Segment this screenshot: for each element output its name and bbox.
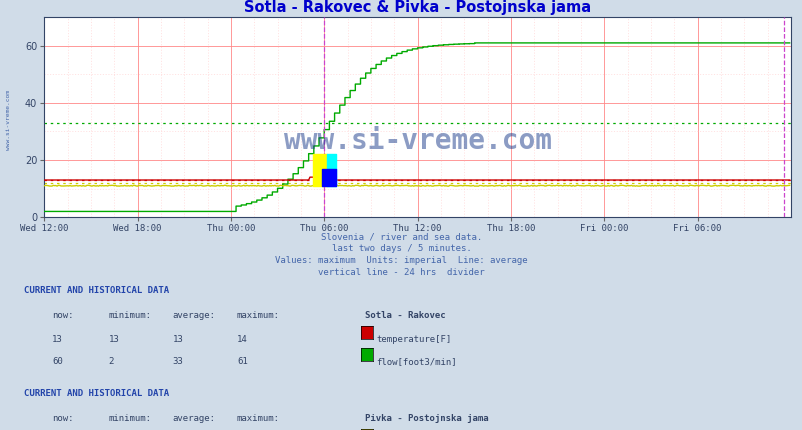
Text: Slovenia / river and sea data.: Slovenia / river and sea data. <box>321 232 481 241</box>
Text: 14: 14 <box>237 335 247 344</box>
Text: minimum:: minimum: <box>108 311 152 320</box>
Text: maximum:: maximum: <box>237 311 280 320</box>
Text: temperature[F]: temperature[F] <box>376 335 452 344</box>
Text: Pivka - Postojnska jama: Pivka - Postojnska jama <box>365 414 488 423</box>
Text: Sotla - Rakovec: Sotla - Rakovec <box>365 311 445 320</box>
Text: 61: 61 <box>237 357 247 366</box>
Text: CURRENT AND HISTORICAL DATA: CURRENT AND HISTORICAL DATA <box>24 286 169 295</box>
Text: maximum:: maximum: <box>237 414 280 423</box>
Text: 13: 13 <box>108 335 119 344</box>
Text: last two days / 5 minutes.: last two days / 5 minutes. <box>331 244 471 253</box>
Text: minimum:: minimum: <box>108 414 152 423</box>
Text: 60: 60 <box>52 357 63 366</box>
Text: 33: 33 <box>172 357 183 366</box>
Text: Values: maximum  Units: imperial  Line: average: Values: maximum Units: imperial Line: av… <box>275 256 527 265</box>
Text: now:: now: <box>52 414 74 423</box>
Title: Sotla - Rakovec & Pivka - Postojnska jama: Sotla - Rakovec & Pivka - Postojnska jam… <box>244 0 590 15</box>
Text: average:: average: <box>172 311 216 320</box>
Text: 13: 13 <box>52 335 63 344</box>
Text: www.si-vreme.com: www.si-vreme.com <box>283 127 551 155</box>
Text: flow[foot3/min]: flow[foot3/min] <box>376 357 456 366</box>
Text: www.si-vreme.com: www.si-vreme.com <box>6 90 10 150</box>
Text: now:: now: <box>52 311 74 320</box>
Text: average:: average: <box>172 414 216 423</box>
Text: 13: 13 <box>172 335 183 344</box>
Text: 2: 2 <box>108 357 114 366</box>
Text: vertical line - 24 hrs  divider: vertical line - 24 hrs divider <box>318 268 484 277</box>
Text: CURRENT AND HISTORICAL DATA: CURRENT AND HISTORICAL DATA <box>24 389 169 398</box>
